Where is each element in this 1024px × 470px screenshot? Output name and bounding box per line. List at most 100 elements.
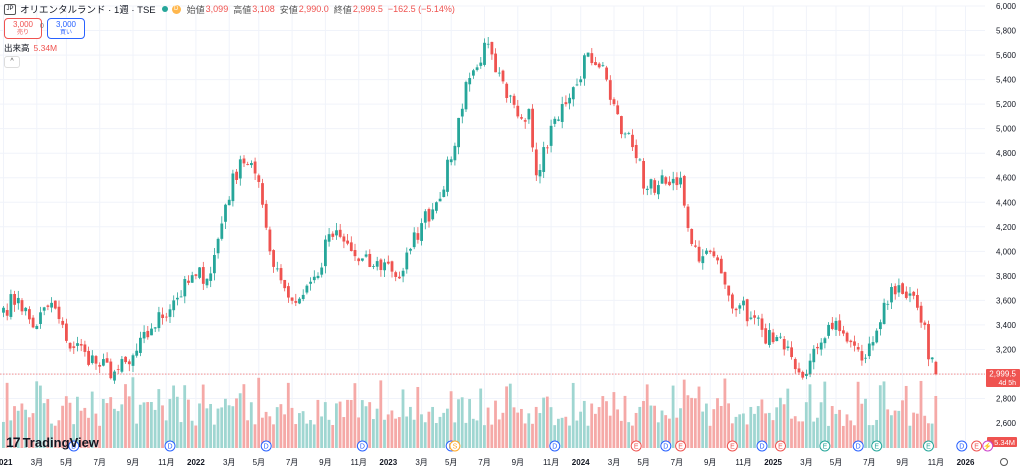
volume-bar — [53, 425, 57, 448]
tradingview-logo[interactable]: 17 TradingView — [6, 434, 99, 450]
candle — [853, 341, 856, 346]
volume-bar — [346, 399, 349, 448]
event-marker-label: E — [678, 444, 683, 451]
candle — [68, 342, 72, 349]
candle — [764, 328, 768, 344]
high-label: 高値 — [233, 4, 252, 15]
event-marker-icon — [923, 440, 934, 452]
candle — [390, 261, 394, 272]
candle — [231, 173, 235, 202]
volume-bar — [401, 389, 405, 448]
candle — [275, 268, 279, 270]
candle — [5, 310, 9, 316]
candle — [105, 358, 109, 363]
event-marker-icon — [449, 440, 461, 452]
candle — [164, 316, 168, 318]
candle — [664, 177, 668, 184]
candle — [793, 359, 797, 370]
volume-bar — [594, 413, 597, 448]
candle — [719, 258, 723, 274]
volume-bar — [723, 378, 727, 448]
volume-bar — [312, 424, 316, 448]
candle — [527, 109, 531, 120]
x-axis-tick-label: 2026 — [957, 458, 975, 467]
candle — [486, 43, 490, 45]
candle — [87, 350, 90, 365]
buy-button[interactable]: 3,000 買い — [47, 18, 85, 39]
candle — [190, 275, 194, 283]
volume-bar — [257, 377, 261, 448]
sell-button[interactable]: 3,000 売り — [4, 18, 42, 39]
volume-bar — [490, 424, 494, 448]
volume-bar — [501, 412, 505, 448]
collapse-legend-button[interactable]: ^ — [4, 56, 20, 68]
y-axis-tick-label: 5,000 — [996, 125, 1017, 134]
symbol-title[interactable]: オリエンタルランド · 1週 · TSE — [20, 5, 156, 16]
volume-bar — [279, 404, 283, 448]
volume-bar — [138, 404, 142, 448]
y-axis-tick-label: 6,000 — [996, 2, 1017, 11]
candle — [268, 229, 272, 252]
volume-bar — [690, 397, 693, 448]
dividend-badge[interactable]: D — [171, 4, 181, 14]
volume-bar — [830, 406, 834, 448]
volume-bar — [727, 403, 730, 448]
candle — [28, 309, 31, 320]
volume-bar — [719, 405, 723, 448]
volume-bar — [915, 413, 919, 448]
countdown-label: 4d 5h — [998, 380, 1016, 387]
candle — [364, 254, 368, 257]
candle — [120, 359, 124, 372]
volume-bar — [101, 398, 105, 448]
volume-bar — [286, 382, 290, 448]
volume-bar — [568, 425, 571, 448]
volume-bar — [734, 416, 738, 448]
candle — [497, 72, 501, 74]
volume-bar — [827, 425, 830, 448]
volume-bar — [412, 419, 416, 448]
volume-bar — [867, 425, 871, 448]
event-marker-icon — [982, 440, 994, 452]
volume-bar — [845, 414, 849, 448]
volume-bar — [753, 413, 756, 448]
candle — [520, 117, 523, 119]
candle — [35, 326, 39, 329]
buy-label: 買い — [59, 30, 72, 36]
volume-bar — [72, 424, 76, 448]
volume-bar — [849, 420, 853, 448]
volume-bar — [405, 416, 409, 448]
volume-bar — [816, 417, 819, 448]
volume-bar — [349, 399, 353, 448]
event-marker-icon — [852, 440, 864, 452]
candle — [716, 257, 719, 261]
volume-bar — [124, 384, 127, 448]
volume-bar — [420, 414, 423, 448]
candle — [253, 161, 257, 174]
volume-bar — [383, 419, 386, 448]
x-axis-tick-label: 7月 — [478, 458, 490, 467]
candle — [771, 332, 775, 343]
candle — [797, 368, 801, 373]
volume-bar — [2, 421, 5, 448]
candle — [734, 308, 738, 311]
volume-legend[interactable]: 出来高 5.34M — [4, 42, 57, 54]
volume-bar — [205, 408, 209, 448]
candle — [261, 183, 264, 205]
event-marker-label: E — [778, 444, 783, 451]
volume-bar — [90, 391, 94, 448]
volume-bar — [575, 420, 579, 448]
event-marker-label: E — [730, 444, 735, 451]
low-label: 安値 — [279, 4, 298, 15]
volume-bar — [83, 407, 87, 448]
volume-bar — [157, 389, 161, 448]
candle — [660, 175, 664, 184]
x-axis-tick-label: 5月 — [60, 458, 72, 467]
x-axis-tick-label: 5月 — [830, 458, 842, 467]
candle — [553, 118, 557, 124]
volume-bar — [619, 420, 623, 448]
volume-bar — [756, 406, 760, 448]
volume-bar — [745, 424, 749, 448]
volume-bar — [782, 404, 786, 448]
y-axis-tick-label: 5,400 — [996, 76, 1017, 85]
